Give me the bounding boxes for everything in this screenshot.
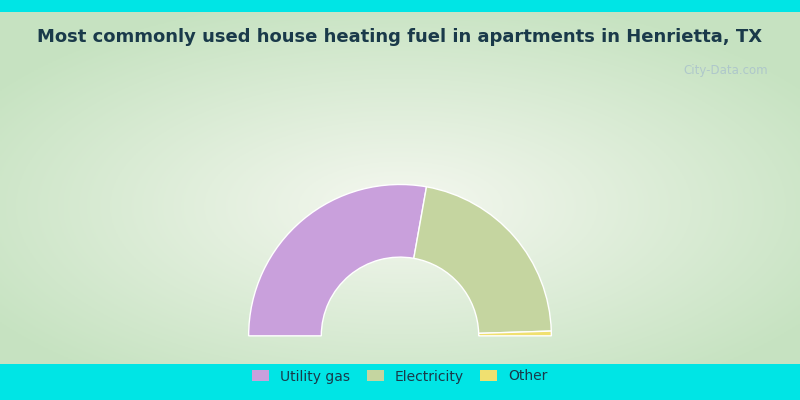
Wedge shape: [249, 184, 426, 336]
Wedge shape: [478, 331, 551, 336]
Legend: Utility gas, Electricity, Other: Utility gas, Electricity, Other: [247, 364, 553, 389]
Text: Most commonly used house heating fuel in apartments in Henrietta, TX: Most commonly used house heating fuel in…: [38, 28, 762, 46]
Text: City-Data.com: City-Data.com: [683, 64, 768, 77]
Wedge shape: [414, 187, 551, 333]
